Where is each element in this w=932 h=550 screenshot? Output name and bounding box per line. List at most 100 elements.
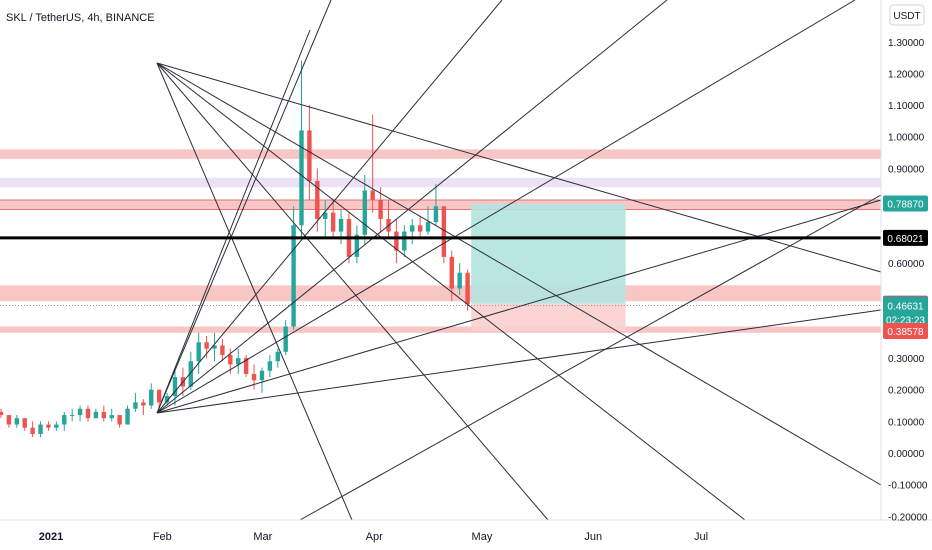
candle-body xyxy=(156,389,162,403)
candle-body xyxy=(370,190,375,200)
trend-lines xyxy=(156,0,882,521)
candle-body xyxy=(275,351,280,362)
trend-line xyxy=(156,0,856,414)
currency-button[interactable]: USDT xyxy=(889,4,925,26)
zone-band xyxy=(0,177,881,188)
candle-body xyxy=(6,415,12,425)
candle-body xyxy=(204,342,209,349)
price-label-text: 0.78870 xyxy=(887,200,924,211)
x-tick-label: Feb xyxy=(153,531,172,543)
profit-zone xyxy=(471,203,626,304)
y-tick-label: 0.00000 xyxy=(888,449,925,460)
price-label-box xyxy=(883,229,928,246)
trend-line xyxy=(156,62,882,486)
candle-body xyxy=(267,361,273,371)
candle-body xyxy=(188,361,193,387)
candle-body xyxy=(402,231,407,251)
candle-body xyxy=(0,411,4,416)
price-label-text: 0.38578 xyxy=(887,327,924,338)
candle-body xyxy=(410,225,415,232)
chart-title: SKL / TetherUS, 4h, BINANCE xyxy=(6,12,155,24)
candle-body xyxy=(69,415,75,417)
x-tick-label: May xyxy=(472,531,493,543)
candle-body xyxy=(22,418,27,428)
trend-line xyxy=(156,0,668,414)
trend-line xyxy=(156,62,549,521)
x-tick-label: Apr xyxy=(366,531,383,543)
candle-body xyxy=(315,180,320,219)
trend-line xyxy=(156,29,311,414)
candle-body xyxy=(338,218,344,232)
candle-body xyxy=(14,418,20,425)
candle-body xyxy=(196,342,201,362)
candle-body xyxy=(457,272,462,289)
loss-zone xyxy=(471,303,626,331)
candle-body xyxy=(77,408,83,416)
candle-body xyxy=(259,370,265,381)
trend-line xyxy=(156,62,353,521)
y-tick-label: 0.90000 xyxy=(888,164,925,175)
zone-band xyxy=(0,149,881,159)
candle-body xyxy=(228,354,233,365)
price-label-text: 02:23:23 xyxy=(886,316,925,327)
candle-body xyxy=(417,225,423,232)
candle-body xyxy=(125,408,130,425)
candle-body xyxy=(212,345,217,349)
candle-body xyxy=(172,377,178,397)
candle-body xyxy=(307,130,312,181)
candle-body xyxy=(283,326,288,352)
trend-line xyxy=(156,199,882,414)
candle-body xyxy=(101,411,107,419)
candle-body xyxy=(30,427,35,435)
price-label-box xyxy=(883,195,928,212)
candlestick-series xyxy=(0,60,470,438)
candle-body xyxy=(299,130,304,226)
candle-body xyxy=(441,206,447,257)
y-tick-label: 0.20000 xyxy=(888,386,925,397)
x-tick-label: 2021 xyxy=(39,531,63,543)
y-tick-label: 1.10000 xyxy=(888,101,925,112)
candle-body xyxy=(449,256,454,289)
y-tick-label: -0.20000 xyxy=(888,512,928,523)
candle-body xyxy=(251,373,257,381)
y-tick-label: 1.30000 xyxy=(888,38,925,49)
trend-line xyxy=(156,0,332,414)
trend-line xyxy=(156,62,746,521)
candle-body xyxy=(38,424,43,435)
y-tick-label: 1.20000 xyxy=(888,69,925,80)
price-axis[interactable]: 1.30000 1.20000 1.10000 1.00000 0.90000 0.600… xyxy=(888,38,928,523)
candle-body xyxy=(433,206,439,223)
candle-body xyxy=(133,402,138,409)
candle-body xyxy=(164,396,170,403)
y-tick-label: 0.30000 xyxy=(888,354,925,365)
y-tick-label: -0.10000 xyxy=(888,481,928,492)
price-labels: 0.788700.680210.472120.4663102:23:230.38… xyxy=(883,195,928,339)
trend-line xyxy=(156,0,503,414)
candle-body xyxy=(465,272,470,305)
y-tick-label: 1.00000 xyxy=(888,133,925,144)
candle-body xyxy=(117,415,122,425)
candle-body xyxy=(330,212,336,232)
candle-body xyxy=(85,408,91,419)
candle-body xyxy=(354,234,360,257)
y-tick-label: 0.10000 xyxy=(888,417,925,428)
price-label-text: 0.46631 xyxy=(887,302,924,313)
candle-body xyxy=(362,190,367,235)
candle-body xyxy=(109,415,114,419)
candle-body xyxy=(93,411,99,419)
candle-body xyxy=(54,424,59,428)
candle-body xyxy=(378,199,383,219)
candle-body xyxy=(149,389,154,406)
candle-body xyxy=(46,424,51,428)
candle-body xyxy=(425,222,431,232)
trend-line xyxy=(299,194,882,521)
candle-body xyxy=(141,402,146,406)
price-label-box xyxy=(883,297,928,314)
candle-body xyxy=(220,345,225,355)
time-axis[interactable]: 2021 Feb Mar Apr May Jun Jul xyxy=(39,531,708,543)
x-tick-label: Mar xyxy=(253,531,272,543)
long-position-tool[interactable] xyxy=(0,203,881,331)
candle-body xyxy=(236,358,241,365)
y-tick-label: 0.60000 xyxy=(888,259,925,270)
